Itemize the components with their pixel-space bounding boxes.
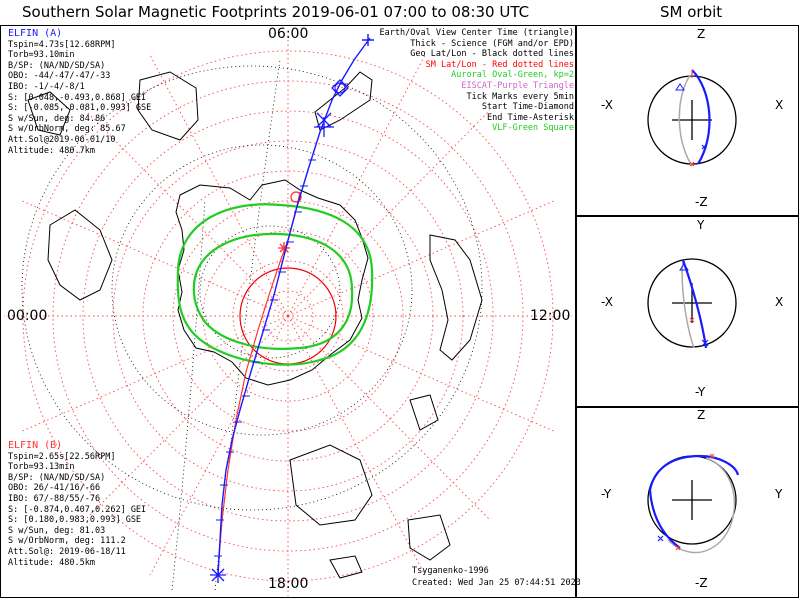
elfin-b-line: Torb=93.13min: [8, 462, 75, 473]
clock-label-top: 06:00: [268, 26, 309, 42]
elfin-b-line: OBO: 26/-41/16/-66: [8, 483, 101, 494]
legend-item: Thick - Science (FGM and/or EPD): [410, 38, 574, 49]
coastlines: [27, 71, 483, 579]
sm-panel-xy: [647, 258, 737, 349]
sm-panel-yz-bottom-label: -Z: [695, 576, 708, 590]
elfin-a-end-asterisk: [210, 567, 226, 583]
sm-panel-xz-left-label: -X: [601, 98, 613, 112]
legend-item: Tick Marks every 5min: [466, 91, 574, 102]
legend-item: Start Time-Diamond: [481, 102, 574, 113]
model-credit: Tsyganenko-1996: [412, 566, 489, 576]
elfin-b-name: ELFIN (B): [8, 440, 63, 451]
elfin-a-line: Torb=93.10min: [8, 50, 75, 61]
elfin-b-line: IBO: 67/-88/55/-76: [8, 493, 101, 504]
page-title: Southern Solar Magnetic Footprints 2019-…: [22, 3, 530, 21]
elfin-a-line: S: [-0.085,-0.081,0.993] GSE: [8, 103, 152, 114]
sm-panel-xz-top-label: Z: [697, 27, 706, 41]
elfin-b-line: Att.Sol@: 2019-06-18/11: [8, 546, 126, 557]
elfin-a-line: OBO: -44/-47/-47/-33: [8, 71, 111, 82]
elfin-a-track: [210, 34, 374, 583]
elfin-b-line: B/SP: (NA/ND/SD/SA): [8, 472, 106, 483]
elfin-a-line: S w/OrbNorm, deg: 85.67: [8, 124, 126, 135]
elfin-a-start-diamond: [331, 79, 349, 97]
elfin-b-start-marker: [290, 191, 302, 203]
clock-label-right: 12:00: [530, 308, 571, 324]
elfin-a-line: IBO: -1/-4/-8/1: [8, 81, 85, 92]
elfin-b-end-asterisk: [278, 242, 290, 254]
sm-panel-xz-bottom-label: -Z: [695, 195, 708, 209]
geo-grid: [21, 59, 483, 591]
sm-orbit-title: SM orbit: [660, 3, 723, 21]
legend-item: End Time-Asterisk: [487, 112, 574, 123]
legend-item: Auroral Oval-Green, kp=2: [451, 70, 574, 81]
sm-panel-xy-right-label: X: [775, 295, 784, 309]
elfin-b-line: S: [0.180,0.983,0.993] GSE: [8, 515, 142, 526]
elfin-a-line: S: [0.048,-0.493,0.868] GEI: [8, 92, 147, 103]
legend-item: Geo Lat/Lon - Black dotted lines: [410, 49, 574, 60]
elfin-b-line: S: [-0.874,0.407,0.262] GEI: [8, 504, 147, 515]
elfin-a-tick-marks: [214, 83, 348, 557]
auroral-oval: [176, 203, 374, 366]
elfin-a-line: Att.Sol@2019-06-01/10: [8, 134, 116, 145]
elfin-b-line: Tspin=2.65s[22.56RPM]: [8, 451, 116, 462]
elfin-b-line: Altitude: 480.5km: [8, 557, 95, 568]
sm-panel-xy-frame: [576, 216, 799, 407]
elfin-a-name: ELFIN (A): [8, 28, 63, 39]
sm-panel-xz: [647, 69, 737, 167]
legend-item: VLF-Green Square: [492, 123, 574, 134]
legend-item: SM Lat/Lon - Red dotted lines: [425, 59, 574, 70]
elfin-a-line: B/SP: (NA/ND/SD/SA): [8, 60, 106, 71]
sm-panel-yz-left-label: -Y: [601, 487, 612, 501]
elfin-b-line: S w/Sun, deg: 81.03: [8, 525, 106, 536]
elfin-a-line: Altitude: 480.7km: [8, 145, 95, 156]
sm-panel-xy-top-label: Y: [697, 218, 705, 232]
sm-panel-yz-top-label: Z: [697, 408, 706, 422]
sm-panel-yz: [647, 453, 740, 554]
elfin-a-line: S w/Sun, deg: 84.86: [8, 113, 106, 124]
elfin-b-line: S w/OrbNorm, deg: 111.2: [8, 536, 126, 547]
created-timestamp: Created: Wed Jan 25 07:44:51 2023: [412, 578, 581, 588]
sm-panel-xy-left-label: -X: [601, 295, 613, 309]
elfin-a-view-center-marker: [314, 112, 334, 137]
clock-label-left: 00:00: [7, 308, 48, 324]
sm-panel-yz-frame: [576, 407, 799, 598]
footprint-map-frame: [0, 25, 576, 598]
sm-panel-yz-right-label: Y: [775, 487, 783, 501]
sm-panel-xz-right-label: X: [775, 98, 784, 112]
sm-panel-xz-frame: [576, 25, 799, 216]
elfin-b-info: ELFIN (B) Tspin=2.65s[22.56RPM] Torb=93.…: [8, 440, 147, 568]
legend: Earth/Oval View Center Time (triangle) T…: [380, 28, 574, 134]
clock-label-bottom: 18:00: [268, 576, 309, 592]
legend-item: EISCAT-Purple Triangle: [461, 80, 574, 91]
elfin-a-line: Tspin=4.73s[12.68RPM]: [8, 39, 116, 50]
legend-item: Earth/Oval View Center Time (triangle): [379, 28, 574, 38]
elfin-a-info: ELFIN (A) Tspin=4.73s[12.68RPM] Torb=93.…: [8, 28, 152, 156]
sm-panel-xy-bottom-label: -Y: [695, 385, 706, 399]
elfin-a-marker-top: [362, 34, 374, 46]
